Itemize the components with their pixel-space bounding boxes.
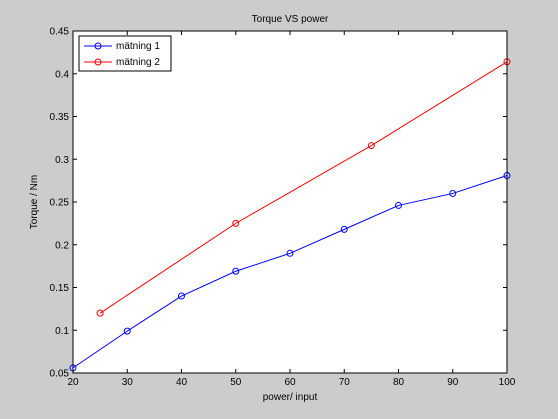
legend-entry-2: mätning 2 [84,57,160,68]
series-1-point [123,327,131,335]
x-ticks: 20 30 40 50 60 70 80 90 100 [67,31,516,388]
x-tick-label: 80 [393,377,405,388]
x-tick-label: 40 [176,377,188,388]
y-tick-label: 0.15 [50,283,70,294]
chart-title: Torque VS power [252,14,329,25]
series-2-point [367,142,375,150]
legend: mätning 1 mätning 2 [78,35,172,72]
y-axis-label: Torque / Nm [29,175,40,229]
x-tick-label: 50 [230,377,242,388]
y-ticks: 0.05 0.1 0.15 0.2 0.25 0.3 0.35 0.4 0.45 [50,27,507,380]
series-1-point [178,292,185,300]
series-1-point [340,225,348,233]
series-line-2 [99,61,508,314]
legend-label-1: mätning 1 [116,41,160,52]
series-1-point [286,249,294,257]
x-tick-label: 60 [284,377,296,388]
legend-box [78,35,172,72]
legend-entry-1: mätning 1 [84,41,160,52]
x-axis-label: power/ input [263,392,318,403]
series-2-point [232,219,240,227]
y-tick-label: 0.3 [55,155,69,166]
y-tick-label: 0.1 [55,326,69,337]
x-tick-label: 30 [122,377,134,388]
x-tick-label: 20 [67,377,79,388]
x-tick-label: 70 [339,377,351,388]
legend-label-2: mätning 2 [116,57,160,68]
x-tick-label: 100 [499,377,516,388]
series-2-point [96,309,104,317]
y-tick-label: 0.45 [50,27,70,38]
series-1-point [232,267,240,275]
x-tick-label: 90 [447,377,459,388]
y-tick-label: 0.4 [55,69,69,80]
y-tick-label: 0.05 [50,369,70,380]
plot-area [73,31,507,373]
y-tick-label: 0.35 [50,112,70,123]
y-tick-label: 0.25 [50,198,70,209]
legend-marker-2 [94,58,102,66]
series-1-point [449,189,457,197]
series-1-point [395,201,402,209]
y-tick-label: 0.2 [55,240,69,251]
legend-marker-1 [94,42,102,50]
series-line-1 [72,175,508,369]
